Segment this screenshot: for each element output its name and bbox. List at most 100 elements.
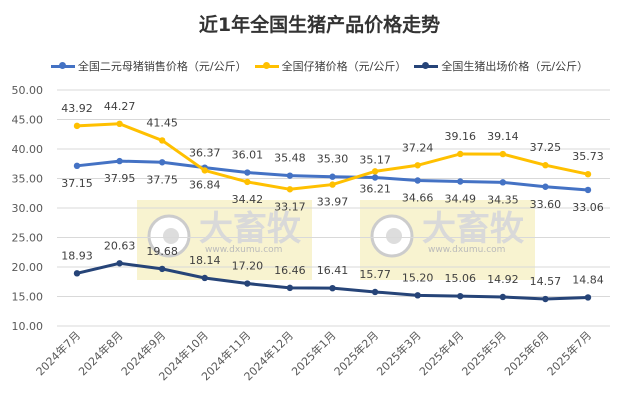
data-point bbox=[158, 265, 166, 273]
data-point bbox=[542, 162, 549, 169]
data-label: 39.14 bbox=[487, 130, 519, 143]
x-tick-label: 2025年5月 bbox=[459, 328, 509, 378]
legend-item-piglet: 全国仔猪价格（元/公斤） bbox=[254, 58, 407, 74]
data-label: 33.17 bbox=[274, 200, 306, 213]
data-point bbox=[158, 159, 166, 166]
data-label: 33.06 bbox=[572, 201, 604, 214]
data-point bbox=[414, 162, 421, 169]
data-label: 41.45 bbox=[146, 116, 178, 129]
y-tick-label: 15.00 bbox=[12, 291, 44, 304]
x-tick-label: 2025年2月 bbox=[331, 328, 381, 378]
watermark-url: www.dxumu.com bbox=[428, 245, 505, 255]
x-tick-label: 2025年3月 bbox=[374, 328, 424, 378]
data-point bbox=[286, 186, 294, 193]
watermark-brand: 大畜牧 bbox=[199, 209, 302, 249]
data-point bbox=[73, 162, 81, 170]
y-tick-label: 50.00 bbox=[12, 84, 44, 97]
data-point bbox=[244, 280, 251, 287]
y-tick-label: 30.00 bbox=[12, 202, 44, 215]
data-point bbox=[499, 293, 507, 301]
data-label: 34.66 bbox=[402, 192, 434, 205]
legend-swatch bbox=[254, 62, 279, 69]
data-point bbox=[201, 167, 208, 174]
data-point bbox=[584, 186, 592, 194]
data-label: 36.21 bbox=[359, 182, 391, 195]
data-point bbox=[244, 169, 251, 176]
data-point bbox=[457, 178, 464, 185]
y-tick-label: 25.00 bbox=[12, 232, 44, 245]
data-label: 33.60 bbox=[530, 198, 562, 211]
chart-title: 近1年全国生猪产品价格走势 bbox=[198, 14, 441, 36]
data-point bbox=[499, 150, 507, 158]
watermark-logo-icon bbox=[163, 228, 179, 244]
data-label: 37.25 bbox=[530, 141, 562, 154]
data-label: 15.77 bbox=[359, 268, 391, 281]
data-point bbox=[584, 170, 592, 178]
data-point bbox=[457, 150, 464, 158]
x-tick-label: 2025年1月 bbox=[288, 328, 338, 378]
data-label: 37.95 bbox=[104, 172, 136, 185]
data-point bbox=[414, 177, 421, 184]
data-point bbox=[371, 288, 379, 296]
x-tick-label: 2024年7月 bbox=[33, 328, 83, 378]
data-point bbox=[73, 122, 81, 130]
data-label: 44.27 bbox=[104, 100, 136, 113]
data-point bbox=[457, 292, 464, 300]
y-tick-label: 10.00 bbox=[12, 320, 44, 333]
legend-item-hog: 全国生猪出场价格（元/公斤） bbox=[414, 58, 588, 74]
y-tick-label: 20.00 bbox=[12, 261, 44, 274]
data-point bbox=[244, 178, 251, 186]
legend-label: 全国生猪出场价格（元/公斤） bbox=[441, 60, 589, 73]
legend-label: 全国二元母猪销售价格（元/公斤） bbox=[77, 60, 247, 73]
data-label: 35.48 bbox=[274, 152, 306, 165]
data-label: 14.57 bbox=[530, 275, 562, 288]
data-label: 33.97 bbox=[317, 196, 349, 209]
data-label: 39.16 bbox=[445, 130, 477, 143]
x-tick-label: 2025年4月 bbox=[416, 328, 466, 378]
data-point bbox=[584, 294, 592, 301]
legend-label: 全国仔猪价格（元/公斤） bbox=[281, 60, 407, 73]
legend: 全国二元母猪销售价格（元/公斤） 全国仔猪价格（元/公斤） 全国生猪出场价格（元… bbox=[0, 58, 639, 74]
data-label: 37.24 bbox=[402, 141, 434, 154]
y-tick-label: 40.00 bbox=[12, 143, 44, 156]
x-tick-label: 2024年8月 bbox=[76, 328, 126, 378]
data-label: 16.41 bbox=[317, 264, 349, 277]
watermark-url: www.dxumu.com bbox=[205, 245, 282, 255]
data-label: 18.14 bbox=[189, 254, 221, 267]
data-label: 35.73 bbox=[572, 150, 604, 163]
data-label: 37.15 bbox=[61, 177, 93, 190]
legend-swatch bbox=[50, 62, 75, 69]
data-label: 36.37 bbox=[189, 146, 221, 159]
legend-swatch bbox=[414, 62, 439, 69]
data-point bbox=[542, 183, 549, 190]
data-label: 35.17 bbox=[359, 153, 391, 166]
watermark-brand: 大畜牧 bbox=[422, 209, 525, 249]
data-label: 34.49 bbox=[445, 193, 477, 206]
data-label: 17.20 bbox=[232, 260, 264, 273]
data-label: 19.68 bbox=[146, 245, 178, 258]
x-tick-label: 2025年6月 bbox=[501, 328, 551, 378]
data-label: 18.93 bbox=[61, 249, 93, 262]
data-label: 35.30 bbox=[317, 153, 349, 166]
data-point bbox=[414, 292, 421, 299]
data-point bbox=[286, 172, 294, 179]
data-point bbox=[329, 181, 336, 188]
data-point bbox=[329, 284, 336, 292]
data-label: 20.63 bbox=[104, 239, 136, 252]
data-label: 34.42 bbox=[232, 193, 264, 206]
data-label: 34.35 bbox=[487, 193, 519, 206]
data-label: 37.75 bbox=[146, 173, 178, 186]
data-point bbox=[329, 173, 336, 180]
data-label: 16.46 bbox=[274, 264, 306, 277]
x-tick-label: 2025年7月 bbox=[544, 328, 594, 378]
data-label: 36.01 bbox=[232, 149, 264, 162]
data-point bbox=[286, 284, 294, 292]
watermark-logo-icon bbox=[386, 228, 402, 244]
data-label: 43.92 bbox=[61, 102, 93, 115]
data-point bbox=[116, 157, 123, 165]
data-label: 15.06 bbox=[445, 272, 477, 285]
data-point bbox=[116, 120, 123, 128]
data-point bbox=[158, 137, 166, 144]
data-point bbox=[371, 168, 379, 175]
